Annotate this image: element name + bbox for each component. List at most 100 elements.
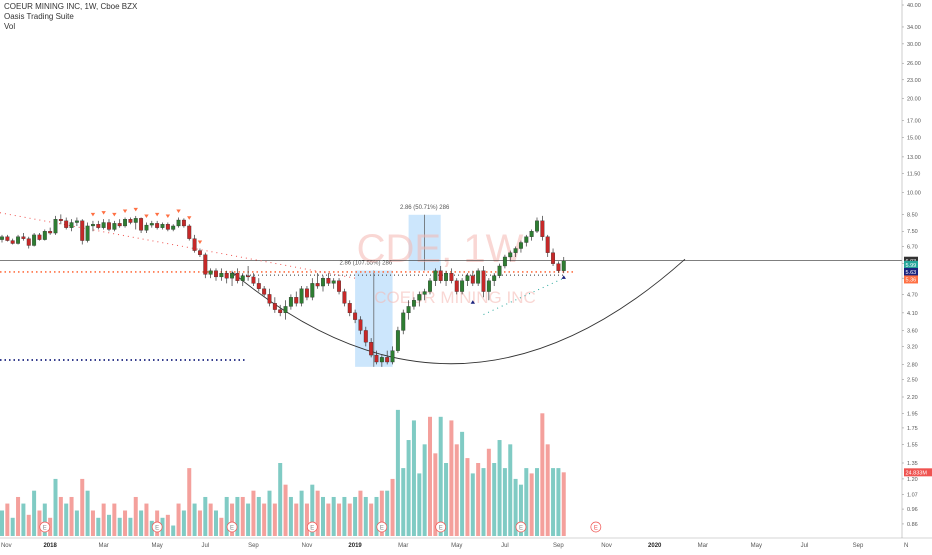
volume-bar — [508, 444, 513, 536]
candle-up — [395, 330, 400, 351]
measure-label: 2.86 (50.71%) 286 — [400, 205, 450, 211]
time-tick-label: Jul — [201, 543, 209, 549]
candle-down — [117, 223, 122, 227]
time-tick-label: Sep — [553, 543, 564, 549]
volume-bar — [214, 510, 218, 536]
candle-up — [524, 236, 529, 243]
candle-up — [535, 220, 539, 232]
candle-down — [267, 294, 272, 304]
earnings-marker — [306, 521, 318, 533]
candle-up — [240, 275, 245, 281]
candle-down — [139, 218, 144, 231]
candle-up — [561, 260, 566, 271]
price-tick-label: 23.00 — [907, 78, 921, 84]
candle-up — [69, 222, 74, 228]
price-tick-label: 30.00 — [907, 42, 921, 48]
candle-up — [310, 283, 315, 298]
time-tick-label: Sep — [853, 543, 864, 549]
volume-bar — [342, 496, 347, 536]
indicator-label[interactable]: Oasis Trading Suite — [4, 12, 74, 21]
symbol-title[interactable]: COEUR MINING INC, 1W, Cboe BZX — [4, 2, 138, 11]
volume-bar — [203, 496, 208, 536]
price-tick-label: 2.20 — [907, 395, 918, 401]
candle-down — [540, 220, 545, 237]
price-tick-label: 40.00 — [907, 3, 921, 9]
cup-arc — [231, 258, 686, 365]
candle-up — [171, 225, 176, 230]
volume-bar — [128, 517, 133, 536]
candle-down — [80, 220, 85, 241]
candle-up — [476, 270, 481, 284]
candle-down — [251, 276, 256, 284]
volume-bar — [278, 463, 283, 536]
candle-down — [224, 273, 229, 279]
volume-bar — [53, 478, 58, 536]
price-tick-label: 1.35 — [907, 461, 918, 467]
volume-bar — [535, 468, 539, 536]
watermark-symbol: CDE, 1W — [357, 227, 524, 271]
volume-bar — [540, 413, 545, 536]
time-tick-label: May — [151, 543, 162, 549]
volume-bar — [283, 484, 288, 536]
price-label — [904, 267, 918, 276]
candle-up — [230, 273, 234, 279]
volume-bar — [310, 484, 315, 536]
candle-down — [294, 297, 299, 304]
time-tick-label: Mar — [398, 543, 408, 549]
volume-bar — [395, 409, 400, 536]
price-tick-label: 3.60 — [907, 328, 918, 334]
candle-down — [155, 223, 160, 228]
candle-up — [492, 275, 497, 281]
price-tick-label: 6.70 — [907, 244, 918, 250]
volume-bar — [90, 510, 95, 536]
candle-up — [502, 256, 507, 267]
earnings-marker — [39, 521, 51, 533]
volume-bar — [513, 478, 518, 536]
time-tick-label: May — [451, 543, 462, 549]
volume-bar — [347, 503, 352, 536]
volume-bar — [224, 496, 229, 536]
candle-up — [428, 280, 432, 292]
candle-down — [481, 270, 486, 292]
candle-down — [358, 319, 363, 331]
volume-bar — [337, 503, 342, 536]
candle-down — [369, 342, 374, 356]
volume-bar — [101, 503, 106, 536]
candle-up — [32, 234, 37, 246]
volume-bar — [144, 503, 149, 536]
earnings-marker — [226, 521, 238, 533]
volume-bar — [58, 496, 63, 536]
volume-label[interactable]: Vol — [4, 22, 16, 31]
candle-down — [342, 291, 347, 304]
price-tick-label: 2.80 — [907, 362, 918, 368]
earnings-marker-label: E — [594, 526, 598, 532]
candle-up — [112, 223, 117, 230]
earnings-marker-label: E — [230, 526, 234, 532]
candle-up — [144, 224, 149, 231]
price-label — [904, 468, 932, 477]
candle-up — [508, 252, 513, 258]
volume-bar — [299, 490, 304, 536]
price-tick-label: 1.95 — [907, 411, 918, 417]
time-tick-label: May — [751, 543, 762, 549]
volume-bar — [379, 490, 384, 536]
volume-bar — [160, 517, 165, 536]
candle-up — [433, 270, 438, 281]
volume-bar — [390, 478, 395, 536]
time-tick-label: Jul — [801, 543, 809, 549]
candle-down — [58, 219, 63, 221]
candle-down — [96, 224, 101, 228]
candle-down — [556, 263, 561, 271]
price-tick-label: 26.00 — [907, 61, 921, 67]
volume-bar — [315, 490, 320, 536]
candle-up — [390, 350, 395, 363]
bull-signal-marker — [561, 275, 566, 279]
price-tick-label: 1.20 — [907, 477, 918, 483]
volume-bar — [48, 517, 53, 536]
volume-bar — [524, 468, 529, 536]
candle-up — [299, 288, 304, 304]
volume-bar — [37, 510, 42, 536]
candle-down — [262, 288, 267, 295]
